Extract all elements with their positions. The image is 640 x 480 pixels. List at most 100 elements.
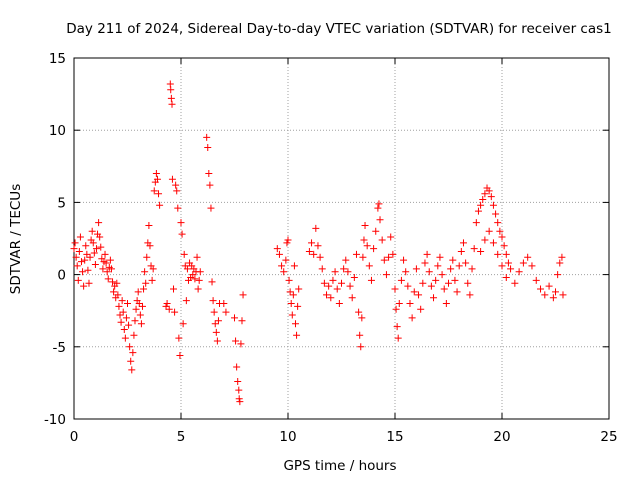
data-point	[528, 262, 536, 270]
data-point	[391, 285, 399, 293]
data-point	[455, 262, 463, 270]
data-point	[138, 302, 146, 310]
data-point	[275, 250, 283, 258]
data-point	[148, 276, 156, 284]
data-point	[415, 291, 423, 299]
data-point	[235, 395, 243, 403]
data-point	[356, 331, 364, 339]
data-point	[492, 210, 500, 218]
data-point	[119, 308, 127, 316]
y-tick-label: -10	[44, 412, 66, 428]
data-point	[338, 279, 345, 287]
data-point	[432, 276, 440, 284]
data-point	[382, 271, 390, 279]
data-point	[430, 294, 438, 302]
data-point	[487, 193, 495, 201]
data-point	[101, 250, 109, 258]
data-point	[233, 363, 241, 371]
data-point	[206, 181, 214, 189]
data-point	[91, 260, 99, 268]
data-point	[132, 305, 140, 313]
data-point	[511, 279, 519, 287]
data-point	[99, 265, 107, 273]
data-point	[152, 170, 160, 178]
data-point	[145, 222, 153, 230]
data-point	[559, 291, 567, 299]
data-point	[287, 299, 295, 307]
data-point	[71, 239, 79, 247]
data-point	[175, 334, 183, 342]
data-point	[485, 227, 493, 235]
data-point	[86, 253, 94, 261]
data-point	[466, 291, 474, 299]
data-point	[481, 236, 489, 244]
data-point	[496, 227, 504, 235]
data-point	[395, 299, 403, 307]
data-point	[124, 299, 131, 307]
data-point	[168, 100, 176, 108]
data-point	[170, 285, 178, 293]
data-point	[213, 337, 221, 345]
axis-ticks	[73, 57, 610, 420]
data-point	[498, 262, 506, 270]
data-point	[481, 190, 489, 198]
data-point	[451, 276, 459, 284]
data-point	[427, 282, 435, 290]
plot-area	[73, 57, 610, 420]
data-point	[412, 265, 420, 273]
data-point	[167, 94, 175, 102]
data-point	[464, 279, 472, 287]
data-point	[232, 337, 240, 345]
data-point	[109, 278, 117, 286]
data-point	[205, 170, 213, 178]
x-tick-label: 15	[386, 429, 403, 445]
data-point	[410, 288, 418, 296]
y-tick-label: 10	[49, 123, 66, 139]
data-point	[558, 253, 566, 261]
data-point	[342, 256, 350, 264]
data-point	[92, 245, 100, 253]
data-point	[194, 285, 202, 293]
data-point	[82, 242, 90, 250]
data-point	[327, 294, 335, 302]
data-point	[113, 279, 121, 287]
data-point	[459, 239, 467, 247]
data-point	[310, 250, 318, 258]
data-point	[323, 291, 331, 299]
data-point	[374, 204, 382, 212]
x-axis-label: GPS time / hours	[283, 458, 396, 474]
data-point	[394, 334, 402, 342]
data-point	[290, 262, 298, 270]
data-point	[167, 86, 175, 94]
data-point	[102, 259, 110, 267]
data-point	[472, 219, 480, 227]
data-point	[320, 279, 328, 287]
data-point	[549, 294, 557, 302]
data-point	[106, 256, 114, 264]
data-point	[75, 247, 83, 255]
data-point	[532, 276, 540, 284]
data-point	[404, 282, 412, 290]
data-point	[236, 398, 244, 406]
data-point	[96, 233, 104, 241]
data-point	[365, 262, 373, 270]
data-point	[95, 219, 103, 227]
data-point	[361, 222, 369, 230]
data-point	[81, 256, 89, 264]
data-point	[357, 343, 365, 351]
gridlines	[74, 58, 609, 419]
data-point	[214, 317, 222, 325]
data-point	[500, 242, 508, 250]
data-point	[283, 239, 291, 247]
data-point	[498, 233, 506, 241]
data-point	[80, 282, 88, 290]
data-point	[504, 259, 512, 267]
data-point	[462, 259, 470, 267]
data-point	[209, 297, 217, 305]
data-point	[208, 278, 216, 286]
data-point	[178, 230, 186, 238]
data-point	[235, 386, 243, 394]
y-tick-label: 15	[49, 51, 66, 67]
data-point	[470, 245, 478, 253]
